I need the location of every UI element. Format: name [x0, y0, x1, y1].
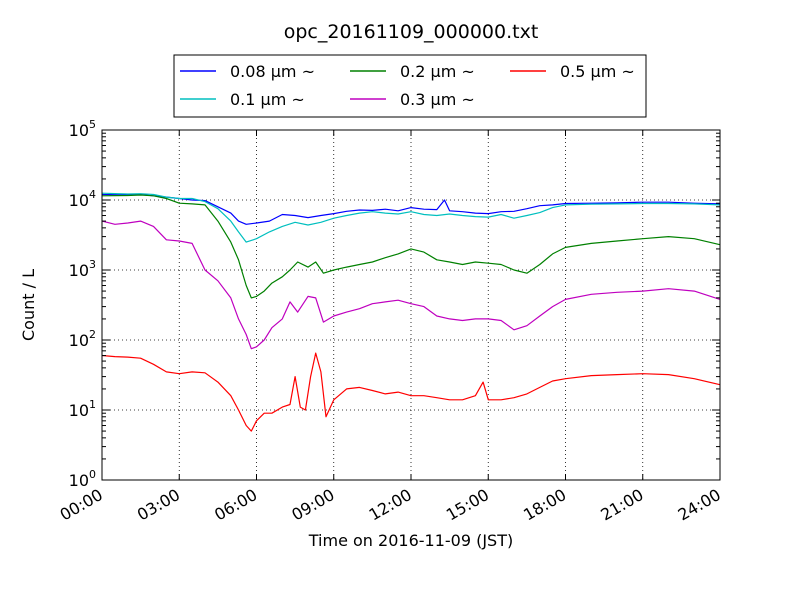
series-line-1	[101, 192, 721, 243]
y-tick-label: 104	[69, 188, 96, 210]
x-tick-label: 03:00	[134, 485, 183, 525]
y-tick-label: 101	[69, 398, 96, 420]
x-tick-labels: 00:00 03:00 06:00 09:00 12:00 15:00 18:00 21:00…	[57, 485, 724, 525]
legend-label-0: 0.08 μm ~	[230, 62, 315, 81]
series-line-4	[101, 352, 721, 432]
x-tick-label: 00:00	[57, 485, 106, 525]
x-tick-label: 12:00	[366, 485, 415, 525]
ticks	[101, 129, 721, 481]
y-tick-label: 103	[69, 258, 96, 280]
y-tick-label: 105	[69, 118, 96, 140]
legend-label-1: 0.1 μm ~	[230, 90, 305, 109]
series-line-3	[101, 220, 721, 350]
y-axis-label: Count / L	[19, 269, 38, 341]
legend-label-4: 0.5 μm ~	[560, 62, 635, 81]
x-tick-label: 09:00	[288, 485, 337, 525]
legend-label-3: 0.3 μm ~	[400, 90, 475, 109]
grid	[102, 130, 720, 480]
legend-label-2: 0.2 μm ~	[400, 62, 475, 81]
x-axis-label: Time on 2016-11-09 (JST)	[308, 531, 513, 550]
series-group	[101, 192, 721, 432]
legend-box	[173, 54, 647, 118]
x-tick-label: 24:00	[675, 485, 724, 525]
y-tick-label: 100	[69, 468, 96, 490]
x-tick-label: 21:00	[597, 485, 646, 525]
x-tick-label: 15:00	[443, 485, 492, 525]
y-tick-label: 102	[69, 328, 96, 350]
chart-title: opc_20161109_000000.txt	[284, 21, 539, 43]
series-line-2	[101, 194, 721, 299]
x-tick-label: 06:00	[211, 485, 260, 525]
x-tick-label: 18:00	[520, 485, 569, 525]
y-tick-labels: 100 101 102 103 104 105	[69, 118, 96, 490]
legend: 0.08 μm ~ 0.1 μm ~ 0.2 μm ~ 0.3 μm ~ 0.5 μm …	[173, 54, 647, 118]
series-line-0	[101, 193, 721, 225]
